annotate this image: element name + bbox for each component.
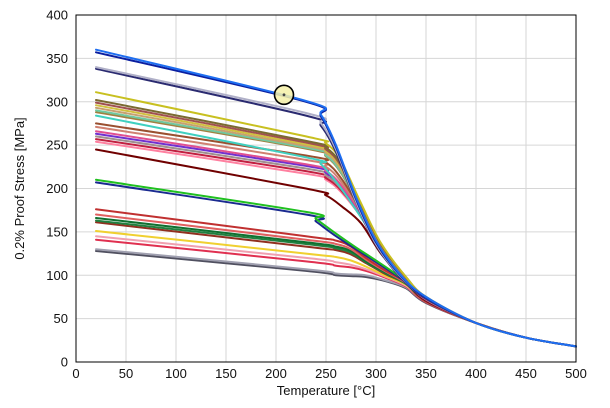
series-layer (95, 48, 577, 348)
x-tick-label: 50 (119, 366, 133, 381)
x-tick-label: 0 (72, 366, 79, 381)
y-tick-label: 400 (46, 8, 68, 23)
x-tick-label: 450 (515, 366, 537, 381)
marker-layer (273, 84, 295, 106)
y-tick-label: 100 (46, 268, 68, 283)
x-tick-label: 350 (415, 366, 437, 381)
x-tick-label: 300 (365, 366, 387, 381)
series-line (95, 48, 577, 348)
y-axis-ticks: 0 50 100 150 200 250 300 350 400 (46, 8, 68, 370)
y-tick-label: 200 (46, 181, 68, 196)
x-axis-ticks: 0 50 100 150 200 250 300 350 400 450 500 (72, 366, 586, 381)
plot-frame (75, 14, 577, 363)
y-tick-label: 150 (46, 224, 68, 239)
y-tick-label: 50 (54, 311, 68, 326)
y-tick-label: 350 (46, 51, 68, 66)
x-tick-label: 100 (165, 366, 187, 381)
x-tick-label: 500 (565, 366, 587, 381)
y-tick-label: 300 (46, 94, 68, 109)
x-tick-label: 250 (315, 366, 337, 381)
x-tick-label: 400 (465, 366, 487, 381)
y-tick-label: 250 (46, 138, 68, 153)
y-axis-title: 0.2% Proof Stress [MPa] (12, 117, 27, 259)
highlight-marker-dot (282, 93, 286, 97)
x-axis-title: Temperature [°C] (277, 383, 375, 398)
x-tick-label: 150 (215, 366, 237, 381)
x-tick-label: 200 (265, 366, 287, 381)
y-tick-label: 0 (61, 355, 68, 370)
